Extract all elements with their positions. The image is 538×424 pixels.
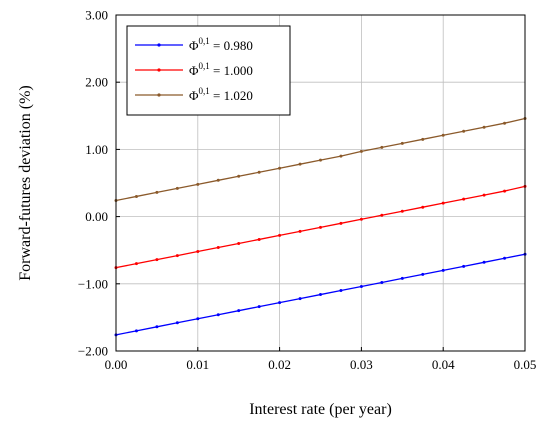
- plot-frame: [115, 14, 526, 352]
- data-point: [175, 321, 179, 325]
- data-point: [462, 264, 466, 268]
- x-tick-label: 0.02: [268, 357, 291, 372]
- data-point: [319, 158, 322, 162]
- y-tick-label: 3.00: [85, 8, 108, 23]
- legend-label: Φ0,1 = 1.000: [189, 61, 253, 78]
- data-point: [359, 217, 363, 221]
- data-point: [482, 193, 486, 197]
- data-point: [278, 166, 282, 170]
- y-tick-label: 1.00: [85, 142, 108, 157]
- data-point: [339, 289, 343, 293]
- data-point: [216, 246, 220, 250]
- x-tick-label: 0.03: [350, 357, 373, 372]
- data-point: [462, 129, 466, 133]
- data-point: [441, 133, 445, 137]
- data-point: [298, 297, 302, 301]
- data-point: [278, 233, 282, 237]
- y-tick-label: 0.00: [85, 209, 108, 224]
- data-point: [380, 145, 384, 149]
- legend-marker: [157, 68, 161, 72]
- data-point: [503, 121, 507, 125]
- data-point: [339, 221, 343, 225]
- data-point: [319, 293, 322, 297]
- data-point: [237, 174, 241, 178]
- x-axis-title: Interest rate (per year): [249, 401, 392, 418]
- data-point: [421, 272, 425, 276]
- legend-label: Φ0,1 = 1.020: [189, 86, 253, 103]
- data-point: [503, 256, 507, 260]
- data-point: [134, 194, 138, 198]
- data-point: [278, 301, 282, 305]
- data-point: [400, 276, 404, 280]
- data-point: [380, 213, 384, 217]
- legend: Φ0,1 = 0.980 Φ0,1 = 1.000 Φ0,1 = 1.020: [126, 25, 291, 116]
- data-point: [441, 201, 445, 205]
- data-point: [257, 305, 261, 309]
- data-point: [380, 280, 384, 284]
- legend-marker: [157, 93, 161, 97]
- data-point: [462, 197, 466, 201]
- legend-marker: [157, 43, 161, 47]
- data-point: [359, 284, 363, 288]
- x-tick-label: 0.05: [514, 357, 537, 372]
- data-point: [359, 149, 363, 153]
- data-point: [441, 268, 445, 272]
- data-point: [196, 317, 200, 321]
- data-point: [237, 241, 241, 245]
- data-point: [175, 254, 179, 258]
- data-point: [196, 182, 200, 186]
- data-point: [216, 313, 220, 317]
- data-point: [155, 258, 159, 262]
- y-tick-label: −1.00: [78, 276, 108, 291]
- legend-label: Φ0,1 = 0.980: [189, 36, 253, 53]
- data-point: [400, 209, 404, 213]
- data-point: [503, 189, 507, 193]
- data-point: [134, 329, 138, 333]
- data-point: [421, 137, 425, 141]
- data-point: [339, 154, 343, 158]
- data-point: [155, 190, 159, 194]
- data-point: [196, 250, 200, 254]
- y-tick-label: −2.00: [78, 344, 108, 359]
- data-point: [257, 237, 261, 241]
- data-point: [482, 125, 486, 129]
- data-point: [155, 325, 159, 329]
- data-point: [216, 178, 220, 182]
- data-point: [175, 186, 179, 190]
- series-lines: [114, 116, 527, 337]
- data-point: [400, 141, 404, 145]
- data-point: [134, 262, 138, 266]
- data-point: [298, 229, 302, 233]
- data-point: [257, 170, 261, 174]
- x-tick-label: 0.01: [186, 357, 209, 372]
- data-point: [319, 225, 322, 229]
- data-point: [482, 260, 486, 264]
- data-point: [421, 205, 425, 209]
- y-axis-title: Forward-futures deviation (%): [17, 85, 34, 281]
- y-tick-label: 2.00: [85, 75, 108, 90]
- data-point: [298, 162, 302, 166]
- axes: 0.00 0.01 0.02 0.03 0.04 0.05 −2.00 −1.00 0.00 1.…: [78, 8, 536, 373]
- data-point: [237, 309, 241, 313]
- x-tick-label: 0.04: [432, 357, 455, 372]
- x-tick-label: 0.00: [105, 357, 128, 372]
